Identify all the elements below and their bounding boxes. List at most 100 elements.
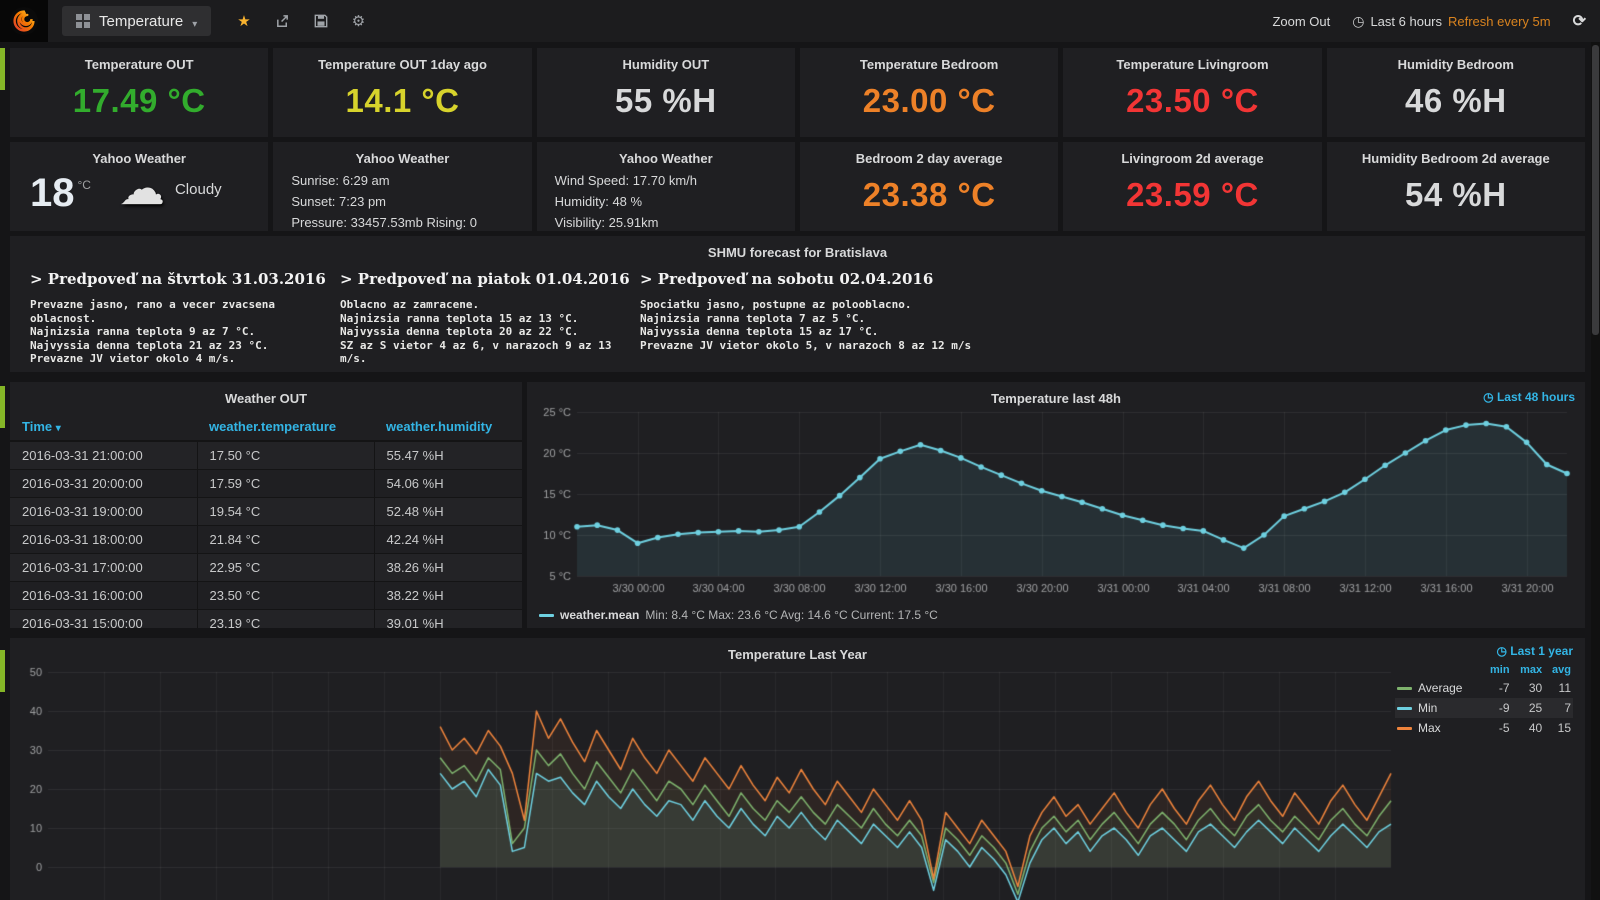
pressure-line: Pressure: 33457.53mb Rising: 0 (291, 215, 478, 230)
cloud-icon: ☁ (118, 162, 165, 214)
graph-canvas-48h[interactable] (531, 406, 1579, 600)
save-button[interactable] (314, 14, 328, 28)
column-header-temperature[interactable]: weather.temperature (197, 413, 374, 442)
table-cell: 38.26 %H (374, 553, 522, 582)
row-indicator[interactable] (0, 650, 5, 692)
graph-legend: weather.mean Min: 8.4 °C Max: 23.6 °C Av… (539, 608, 938, 622)
table-cell: 23.50 °C (197, 581, 375, 610)
panel-title[interactable]: Temperature Livingroom (1116, 57, 1269, 72)
visibility-line: Visibility: 25.91km (554, 215, 659, 230)
settings-button[interactable]: ⚙ (351, 13, 366, 30)
table-cell: 17.50 °C (197, 441, 375, 470)
legend-col-min[interactable]: min (1490, 664, 1510, 676)
panel-temperature-bedroom: Temperature Bedroom 23.00 °C (799, 48, 1059, 137)
legend-series-name[interactable]: Min (1395, 698, 1483, 718)
legend-swatch (539, 613, 554, 617)
table-row: 2016-03-31 15:00:00 23.19 °C 39.01 %H (10, 609, 522, 628)
legend-series-name[interactable]: Max (1395, 718, 1482, 738)
table-cell: 39.01 %H (374, 609, 522, 628)
panel-temperature-out: Temperature OUT 17.49 °C (10, 48, 269, 137)
panel-title[interactable]: Livingroom 2d average (1121, 151, 1264, 166)
sunrise-line: Sunrise: 6:29 am (291, 173, 390, 188)
legend-stat-avg: 7 (1544, 698, 1573, 718)
forecast-line: Spociatku jasno, postupne az polooblacno… (640, 298, 912, 311)
panel-title[interactable]: Yahoo Weather (92, 151, 186, 166)
panel-yahoo-wind: Yahoo Weather Wind Speed: 17.70 km/h Hum… (536, 142, 795, 231)
column-header-time[interactable]: Time ▾ (10, 413, 197, 442)
legend-stat-max: 30 (1528, 681, 1543, 695)
legend-row: Min -9 25 7 (1395, 698, 1573, 718)
panel-title[interactable]: Yahoo Weather (618, 151, 713, 166)
table-cell: 23.19 °C (197, 609, 375, 628)
column-header-label: weather.humidity (386, 419, 493, 434)
clock-icon: ◷ (1496, 644, 1507, 658)
table-cell: 2016-03-31 21:00:00 (10, 441, 198, 470)
time-override-label: Last 48 hours (1496, 390, 1575, 404)
table-row: 2016-03-31 19:00:00 19.54 °C 52.48 %H (10, 497, 522, 526)
refresh-button[interactable]: ⟳ (1573, 11, 1586, 31)
row-indicator[interactable] (0, 48, 5, 90)
share-button[interactable] (275, 14, 290, 29)
panel-humidity-out: Humidity OUT 55 %H (536, 48, 795, 137)
table-cell: 2016-03-31 17:00:00 (10, 553, 198, 582)
forecast-column: > Predpoveď na sobotu 02.04.2016 Spociat… (640, 270, 1585, 366)
zoom-out-button[interactable]: Zoom Out (1272, 14, 1330, 29)
legend-table-body: Average -7 30 11 Min -9 25 7 Max -5 40 15 (1395, 678, 1573, 738)
grafana-logo-icon (9, 6, 39, 36)
panel-title[interactable]: Humidity Bedroom (1397, 57, 1514, 72)
panel-temperature-last-48h: Temperature last 48h ◷ Last 48 hours wea… (527, 382, 1585, 628)
time-override-label: Last 1 year (1510, 644, 1573, 658)
legend-series-name[interactable]: weather.mean (560, 608, 640, 622)
legend-row: Max -5 40 15 (1395, 718, 1573, 738)
panel-humidity-bedroom-2d-avg: Humidity Bedroom 2d average 54 %H (1326, 142, 1585, 231)
forecast-line: Prevazne JV vietor okolo 4 m/s. (30, 352, 236, 365)
forecast-line: Najvyssia denna teplota 21 az 23 °C. (30, 338, 269, 352)
panel-title[interactable]: Temperature OUT (84, 57, 194, 72)
panel-temperature-out-1day: Temperature OUT 1day ago 14.1 °C (273, 48, 532, 137)
share-icon (276, 14, 288, 27)
panel-title[interactable]: Humidity Bedroom 2d average (1361, 151, 1550, 166)
legend-col-avg[interactable]: avg (1552, 664, 1571, 676)
table-cell: 17.59 °C (197, 469, 375, 498)
panel-yahoo-current: Yahoo Weather 18 °C ☁ Cloudy (10, 142, 269, 231)
panel-title[interactable]: Temperature Last Year (728, 647, 867, 662)
humidity-line: Humidity: 48 % (554, 194, 643, 209)
graph-canvas-year[interactable] (14, 660, 1581, 900)
forecast-column: > Predpoveď na piatok 01.04.2016 Oblacno… (340, 270, 640, 366)
column-header-humidity[interactable]: weather.humidity (374, 413, 522, 442)
year-graph-row: Temperature Last Year ◷ Last 1 year min … (10, 638, 1585, 900)
forecast-line: Prevazne JV vietor okolo 5, v narazoch 8… (640, 338, 972, 352)
table-cell: 54.06 %H (374, 469, 522, 498)
time-range-picker[interactable]: ◷ Last 6 hours Refresh every 5m (1352, 13, 1550, 30)
panel-title[interactable]: Bedroom 2 day average (855, 151, 1003, 166)
sort-desc-icon: ▾ (55, 423, 61, 434)
grafana-logo[interactable] (0, 0, 48, 42)
panel-title[interactable]: Temperature OUT 1day ago (318, 57, 487, 72)
forecast-column: > Predpoveď na štvrtok 31.03.2016 Prevaz… (30, 270, 340, 366)
table-cell: 2016-03-31 20:00:00 (10, 469, 198, 498)
panel-title[interactable]: Yahoo Weather (355, 151, 450, 166)
stat-row-1: Temperature OUT 17.49 °C Temperature OUT… (10, 48, 1585, 137)
panel-temperature-last-year: Temperature Last Year ◷ Last 1 year min … (10, 638, 1585, 900)
forecast-heading: > Predpoveď na sobotu 02.04.2016 (640, 270, 934, 288)
windspeed-line: Wind Speed: 17.70 km/h (554, 173, 698, 188)
panel-title[interactable]: Humidity OUT (622, 57, 710, 72)
table-cell: 2016-03-31 15:00:00 (10, 609, 198, 628)
panel-title[interactable]: Weather OUT (224, 391, 308, 406)
table-cell: 42.24 %H (374, 525, 522, 554)
dashboard-picker[interactable]: Temperature ▾ (62, 6, 212, 36)
current-temp-unit: °C (77, 177, 91, 192)
star-button[interactable]: ★ (237, 13, 251, 30)
scrollbar-thumb[interactable] (1592, 45, 1599, 335)
legend-swatch (1397, 687, 1412, 691)
chevron-down-icon: ▾ (192, 18, 198, 30)
panel-title[interactable]: Temperature last 48h (991, 391, 1121, 406)
legend-col-max[interactable]: max (1520, 664, 1543, 676)
legend-series-name[interactable]: Average (1395, 678, 1482, 698)
panel-title[interactable]: Temperature Bedroom (859, 57, 999, 72)
panel-title[interactable]: SHMU forecast for Bratislava (707, 245, 888, 260)
stat-value: 55 %H (615, 82, 717, 119)
panel-yahoo-sun: Yahoo Weather Sunrise: 6:29 am Sunset: 7… (273, 142, 532, 231)
row-indicator[interactable] (0, 386, 5, 428)
weather-table: Time ▾ weather.temperature weather.humid… (10, 413, 522, 628)
